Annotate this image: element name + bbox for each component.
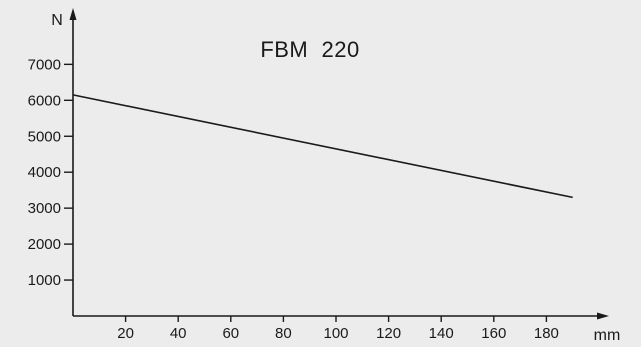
x-axis-label: mm	[594, 327, 621, 344]
y-tick-label: 2000	[28, 236, 61, 253]
y-tick-label: 4000	[28, 164, 61, 181]
y-axis-arrow	[69, 8, 77, 20]
y-tick-label: 5000	[28, 128, 61, 145]
y-axis-label: N	[51, 12, 63, 29]
x-ticks: 20 40 60 80 100 120 140 160 180	[117, 316, 559, 342]
x-tick-label: 160	[481, 325, 506, 342]
x-tick-label: 180	[534, 325, 559, 342]
y-tick-label: 6000	[28, 92, 61, 109]
y-ticks: 1000 2000 3000 4000 5000 6000 7000	[28, 56, 73, 289]
x-tick-label: 100	[323, 325, 348, 342]
x-tick-label: 60	[222, 325, 239, 342]
x-tick-label: 80	[275, 325, 292, 342]
x-tick-label: 120	[376, 325, 401, 342]
series-layer	[72, 94, 573, 199]
chart-title: FBM 220	[260, 37, 359, 62]
x-tick-label: 40	[170, 325, 187, 342]
x-tick-label: 20	[117, 325, 134, 342]
x-tick-label: 140	[429, 325, 454, 342]
series-line	[72, 94, 573, 199]
y-tick-label: 1000	[28, 272, 61, 289]
x-axis-arrow	[597, 312, 609, 320]
y-tick-label: 3000	[28, 200, 61, 217]
y-tick-label: 7000	[28, 56, 61, 73]
